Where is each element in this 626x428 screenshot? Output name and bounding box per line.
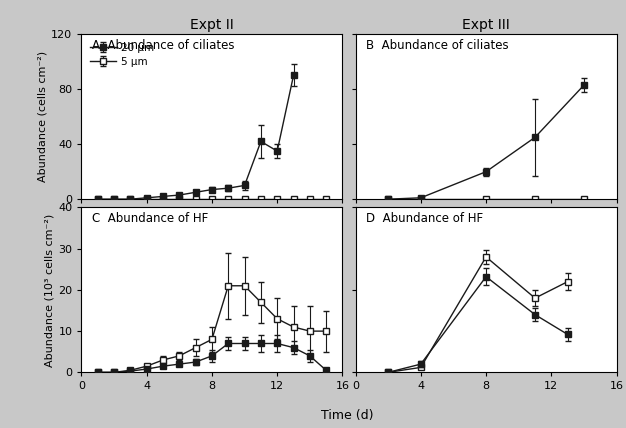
Y-axis label: Abundance (cells cm⁻²): Abundance (cells cm⁻²) [37,51,47,182]
Text: A  Abundance of ciliates: A Abundance of ciliates [92,39,234,52]
Text: D  Abundance of HF: D Abundance of HF [366,212,483,226]
Y-axis label: Abundance (10³ cells cm⁻²): Abundance (10³ cells cm⁻²) [44,213,54,366]
Text: C  Abundance of HF: C Abundance of HF [92,212,208,226]
Text: Time (d): Time (d) [321,409,374,422]
Text: B  Abundance of ciliates: B Abundance of ciliates [366,39,508,52]
Legend: 20 μm, 5 μm: 20 μm, 5 μm [86,39,157,70]
Title: Expt II: Expt II [190,18,233,32]
Title: Expt III: Expt III [462,18,510,32]
